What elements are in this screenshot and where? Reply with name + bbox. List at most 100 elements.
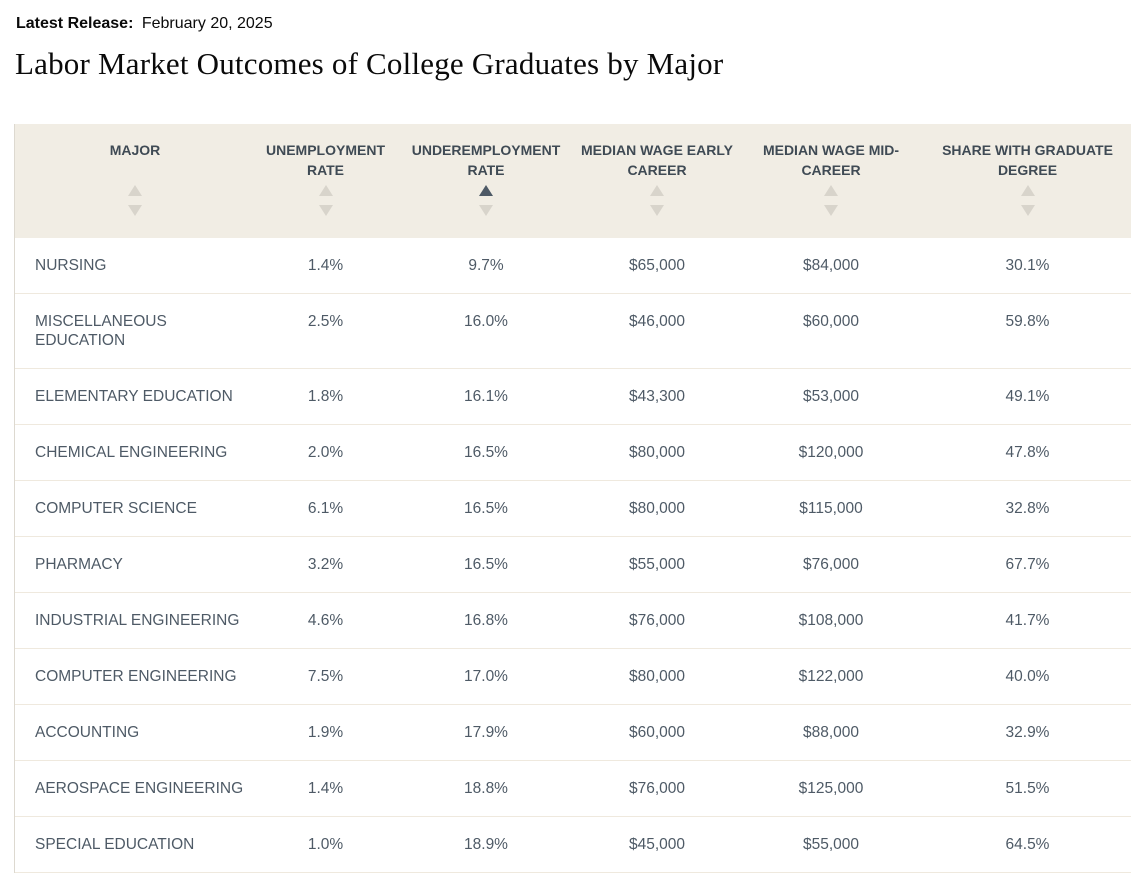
table-row: INDUSTRIAL ENGINEERING 4.6% 16.8% $76,000 $1… (15, 593, 1131, 649)
cell-median-wage-mid-career: $60,000 (802, 313, 860, 330)
column-header-share-with-graduate-degree[interactable]: SHARE WITH GRADUATE DEGREE (924, 124, 1131, 238)
latest-release: Latest Release: February 20, 2025 (16, 14, 1132, 33)
page-title: Labor Market Outcomes of College Graduat… (15, 46, 724, 81)
cell-median-wage-early-career: $43,300 (628, 388, 686, 405)
table-row: NURSING 1.4% 9.7% $65,000 $84,000 30.1% (15, 238, 1131, 294)
sort-arrows (318, 185, 333, 216)
table-row: PHARMACY 3.2% 16.5% $55,000 $76,000 67.7% (15, 537, 1131, 593)
sort-descending-icon[interactable] (1020, 205, 1035, 216)
cell-share-with-graduate-degree: 32.9% (1005, 724, 1050, 741)
cell-median-wage-mid-career: $53,000 (802, 388, 860, 405)
sort-descending-icon[interactable] (824, 205, 838, 216)
cell-median-wage-mid-career: $125,000 (798, 780, 864, 797)
cell-underemployment-rate: 18.9% (464, 836, 508, 853)
cell-median-wage-mid-career: $115,000 (799, 500, 863, 517)
table-row: ELEMENTARY EDUCATION 1.8% 16.1% $43,300 $53,… (15, 369, 1131, 425)
column-header-label: UNEMPLOYMENT RATE (266, 142, 385, 178)
cell-underemployment-rate: 18.8% (464, 780, 508, 797)
cell-major: CHEMICAL ENGINEERING (35, 444, 228, 461)
cell-share-with-graduate-degree: 64.5% (1005, 836, 1050, 853)
cell-underemployment-rate: 17.0% (464, 668, 508, 685)
table-row: MISCELLANEOUS EDUCATION 2.5% 16.0% $46,000 $… (15, 294, 1131, 369)
cell-unemployment-rate: 1.4% (307, 780, 344, 797)
sort-ascending-icon[interactable] (479, 185, 493, 196)
latest-release-date: February 20, 2025 (141, 15, 273, 32)
sort-ascending-icon[interactable] (650, 185, 664, 196)
column-header-major[interactable]: MAJOR (15, 124, 255, 238)
column-header-label: MEDIAN WAGE EARLY CAREER (581, 142, 733, 178)
cell-major: SPECIAL EDUCATION (35, 836, 195, 853)
column-header-unemployment-rate[interactable]: UNEMPLOYMENT RATE (255, 124, 396, 238)
cell-share-with-graduate-degree: 40.0% (1005, 668, 1050, 685)
column-header-label: SHARE WITH GRADUATE DEGREE (942, 142, 1113, 178)
table-row: CHEMICAL ENGINEERING 2.0% 16.5% $80,000 $120… (15, 425, 1131, 481)
cell-major: NURSING (35, 257, 107, 274)
sort-arrows (479, 185, 493, 216)
column-header-underemployment-rate[interactable]: UNDEREMPLOYMENT RATE (396, 124, 576, 238)
cell-median-wage-early-career: $45,000 (628, 836, 686, 853)
table-row: COMPUTER ENGINEERING 7.5% 17.0% $80,000 $122… (15, 649, 1131, 705)
cell-share-with-graduate-degree: 47.8% (1005, 444, 1050, 461)
cell-share-with-graduate-degree: 32.8% (1005, 500, 1050, 517)
column-header-label: MAJOR (109, 142, 161, 158)
sort-descending-icon[interactable] (318, 205, 333, 216)
sort-descending-icon[interactable] (650, 205, 664, 216)
cell-major: AEROSPACE ENGINEERING (35, 780, 244, 797)
cell-median-wage-early-career: $76,000 (628, 780, 686, 797)
table-header-row: MAJOR UNEMPLOYMENT RATE UNDEREMPLOYMENT … (15, 124, 1131, 238)
sort-arrows (650, 185, 664, 216)
page: Latest Release: February 20, 2025 Labor … (0, 14, 1132, 873)
sort-descending-icon[interactable] (479, 205, 493, 216)
cell-unemployment-rate: 7.5% (307, 668, 344, 685)
cell-underemployment-rate: 16.0% (464, 313, 508, 330)
cell-share-with-graduate-degree: 41.7% (1005, 612, 1050, 629)
cell-median-wage-early-career: $65,000 (628, 257, 686, 274)
table-body: NURSING 1.4% 9.7% $65,000 $84,000 30.1% MISCEL… (15, 238, 1131, 873)
table-row: SPECIAL EDUCATION 1.0% 18.9% $45,000 $55,000… (15, 817, 1131, 873)
cell-underemployment-rate: 16.1% (464, 388, 508, 405)
column-header-label: MEDIAN WAGE MID-CAREER (762, 142, 900, 178)
cell-underemployment-rate: 9.7% (468, 257, 504, 274)
cell-median-wage-mid-career: $55,000 (802, 836, 860, 853)
cell-median-wage-mid-career: $122,000 (798, 668, 864, 685)
sort-ascending-icon[interactable] (128, 185, 142, 196)
cell-median-wage-early-career: $76,000 (628, 612, 686, 629)
cell-major: COMPUTER SCIENCE (35, 500, 197, 517)
cell-median-wage-early-career: $60,000 (628, 724, 686, 741)
cell-major: PHARMACY (35, 556, 123, 573)
sort-arrows (824, 185, 838, 216)
cell-share-with-graduate-degree: 51.5% (1005, 780, 1050, 797)
cell-underemployment-rate: 16.8% (464, 612, 508, 629)
table-row: COMPUTER SCIENCE 6.1% 16.5% $80,000 $115,000… (15, 481, 1131, 537)
cell-median-wage-mid-career: $76,000 (802, 556, 860, 573)
sort-ascending-icon[interactable] (1020, 185, 1035, 196)
sort-ascending-icon[interactable] (318, 185, 333, 196)
cell-underemployment-rate: 17.9% (464, 724, 508, 741)
cell-unemployment-rate: 1.8% (307, 388, 344, 405)
outcomes-table: MAJOR UNEMPLOYMENT RATE UNDEREMPLOYMENT … (14, 124, 1131, 873)
table-row: AEROSPACE ENGINEERING 1.4% 18.8% $76,000 $12… (15, 761, 1131, 817)
column-header-median-wage-mid-career[interactable]: MEDIAN WAGE MID-CAREER (738, 124, 924, 238)
sort-descending-icon[interactable] (128, 205, 142, 216)
column-header-median-wage-early-career[interactable]: MEDIAN WAGE EARLY CAREER (576, 124, 738, 238)
cell-median-wage-mid-career: $120,000 (798, 444, 864, 461)
cell-major: MISCELLANEOUS EDUCATION (35, 313, 167, 349)
cell-major: INDUSTRIAL ENGINEERING (35, 612, 240, 629)
cell-share-with-graduate-degree: 67.7% (1005, 556, 1050, 573)
cell-unemployment-rate: 1.4% (307, 257, 344, 274)
cell-median-wage-early-career: $80,000 (628, 444, 686, 461)
sort-ascending-icon[interactable] (824, 185, 838, 196)
cell-underemployment-rate: 16.5% (464, 444, 508, 461)
cell-major: COMPUTER ENGINEERING (35, 668, 237, 685)
cell-median-wage-early-career: $55,000 (628, 556, 686, 573)
cell-underemployment-rate: 16.5% (464, 500, 508, 517)
column-header-label: UNDEREMPLOYMENT RATE (411, 142, 561, 178)
cell-share-with-graduate-degree: 30.1% (1005, 257, 1050, 274)
cell-median-wage-mid-career: $84,000 (802, 257, 860, 274)
cell-unemployment-rate: 1.0% (307, 836, 344, 853)
table-row: ACCOUNTING 1.9% 17.9% $60,000 $88,000 32.9% (15, 705, 1131, 761)
sort-arrows (128, 185, 142, 216)
cell-median-wage-mid-career: $88,000 (802, 724, 860, 741)
cell-median-wage-early-career: $46,000 (628, 313, 686, 330)
cell-unemployment-rate: 4.6% (307, 612, 344, 629)
